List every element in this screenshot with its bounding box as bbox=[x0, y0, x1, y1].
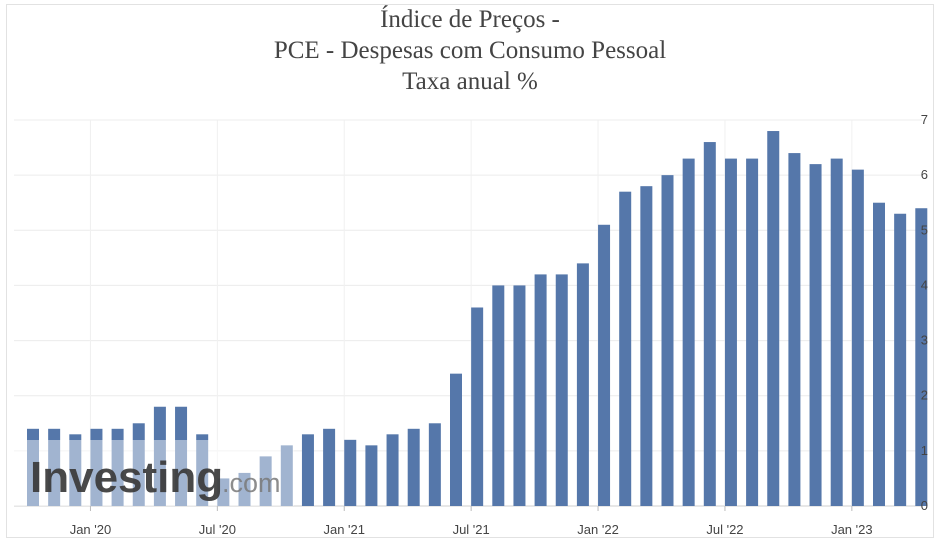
bar[interactable] bbox=[534, 274, 547, 506]
y-tick-label: 7 bbox=[921, 112, 928, 127]
y-tick-label: 6 bbox=[921, 167, 928, 182]
bar[interactable] bbox=[90, 428, 103, 506]
x-tick-label: Jan '20 bbox=[70, 522, 112, 537]
bar[interactable] bbox=[746, 158, 759, 506]
bar[interactable] bbox=[280, 445, 293, 506]
bar[interactable] bbox=[767, 131, 780, 506]
bar[interactable] bbox=[407, 428, 420, 506]
bar[interactable] bbox=[365, 445, 378, 506]
x-tick-label: Jan '23 bbox=[831, 522, 873, 537]
bar[interactable] bbox=[217, 478, 230, 506]
bar[interactable] bbox=[873, 202, 885, 506]
bar[interactable] bbox=[238, 472, 251, 506]
bar[interactable] bbox=[386, 434, 399, 506]
bar[interactable] bbox=[513, 285, 526, 506]
y-tick-label: 0 bbox=[921, 498, 928, 513]
bar[interactable] bbox=[703, 142, 716, 507]
bar[interactable] bbox=[682, 158, 695, 506]
bar[interactable] bbox=[153, 406, 166, 506]
bar[interactable] bbox=[492, 285, 505, 506]
chart-title: Índice de Preços - bbox=[380, 6, 560, 33]
chart-subtitle: PCE - Despesas com Consumo Pessoal bbox=[273, 37, 667, 64]
x-tick-label: Jul '21 bbox=[453, 522, 490, 537]
bar[interactable] bbox=[915, 208, 928, 506]
watermark-brand: Investing bbox=[30, 453, 223, 502]
bar[interactable] bbox=[132, 423, 145, 506]
bars bbox=[14, 131, 928, 507]
bar[interactable] bbox=[661, 175, 674, 506]
x-tick-label: Jan '22 bbox=[577, 522, 619, 537]
bar[interactable] bbox=[830, 158, 843, 506]
bar[interactable] bbox=[809, 164, 822, 506]
chart-titles: Índice de Preços - PCE - Despesas com Co… bbox=[0, 4, 940, 97]
bar[interactable] bbox=[471, 307, 484, 506]
bar[interactable] bbox=[619, 191, 632, 506]
chart-frame bbox=[6, 4, 934, 538]
bar[interactable] bbox=[724, 158, 737, 506]
bar[interactable] bbox=[69, 434, 82, 506]
bar[interactable] bbox=[640, 186, 653, 506]
bar[interactable] bbox=[450, 373, 462, 506]
bar[interactable] bbox=[175, 406, 188, 506]
bar[interactable] bbox=[598, 224, 611, 506]
bar[interactable] bbox=[259, 456, 272, 506]
y-axis-ticks: 0 1 2 3 4 5 6 7 bbox=[921, 112, 928, 513]
bar[interactable] bbox=[851, 169, 864, 506]
bar[interactable] bbox=[27, 428, 39, 506]
chart-ylabel: Taxa anual % bbox=[402, 68, 538, 95]
x-tick-label: Jul '20 bbox=[199, 522, 236, 537]
bar[interactable] bbox=[196, 434, 209, 506]
investing-logo-watermark: Investing .com bbox=[30, 453, 281, 502]
x-axis-ticks: Jan '20 Jul '20 Jan '21 Jul '21 Jan '22 Jul '… bbox=[70, 506, 873, 537]
y-tick-label: 1 bbox=[921, 443, 928, 458]
watermark-suffix: .com bbox=[222, 468, 281, 498]
y-tick-label: 3 bbox=[921, 333, 928, 348]
bar[interactable] bbox=[48, 428, 61, 506]
x-tick-label: Jul '22 bbox=[706, 522, 743, 537]
bar[interactable] bbox=[555, 274, 568, 506]
bar[interactable] bbox=[344, 439, 357, 506]
bar[interactable] bbox=[111, 428, 124, 506]
bar[interactable] bbox=[301, 434, 314, 506]
bar[interactable] bbox=[894, 213, 907, 506]
bar[interactable] bbox=[323, 428, 336, 506]
bar[interactable] bbox=[576, 263, 589, 506]
y-tick-label: 5 bbox=[921, 222, 928, 237]
bar[interactable] bbox=[788, 153, 801, 507]
y-tick-label: 4 bbox=[921, 277, 928, 292]
x-tick-label: Jan '21 bbox=[323, 522, 365, 537]
bar[interactable] bbox=[428, 423, 441, 506]
watermark-wash bbox=[14, 440, 294, 506]
y-tick-label: 2 bbox=[921, 388, 928, 403]
